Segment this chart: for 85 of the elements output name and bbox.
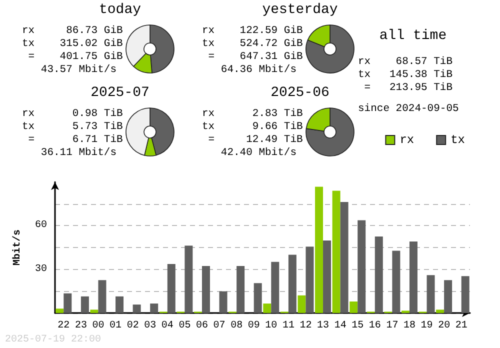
bar <box>90 310 98 313</box>
x-tick-label: 04 <box>161 320 174 332</box>
bar <box>436 310 444 313</box>
text: all time <box>378 28 448 44</box>
text: tx 315.02 GiB <box>22 38 123 50</box>
text: tx 524.72 GiB <box>202 38 303 50</box>
bar <box>392 250 400 313</box>
x-tick-label: 11 <box>282 320 294 332</box>
x-tick-label: 19 <box>420 320 433 332</box>
x-tick-label: 10 <box>265 320 278 332</box>
legend-label: rx <box>400 133 414 147</box>
x-tick-label: 20 <box>438 320 450 332</box>
text: 43.57 Mbit/s <box>40 64 117 76</box>
bar <box>288 254 296 313</box>
x-tick-label: 00 <box>92 320 104 332</box>
y-tick-label: 30 <box>34 264 47 275</box>
bar <box>298 295 306 313</box>
x-tick-label: 03 <box>144 320 156 332</box>
bar <box>64 293 72 313</box>
bar <box>271 262 280 313</box>
x-tick-label: 08 <box>230 320 243 332</box>
text: = 647.31 GiB <box>208 51 303 63</box>
bar <box>236 266 245 313</box>
x-tick-label: 22 <box>58 320 70 332</box>
x-tick-label: 21 <box>455 320 468 332</box>
x-tick-label: 18 <box>403 320 416 332</box>
chart-title: 2025-06 <box>270 85 330 101</box>
bar <box>426 275 435 313</box>
bar <box>184 246 193 313</box>
bar <box>116 296 124 313</box>
text: tx 5.73 TiB <box>22 121 123 133</box>
bar <box>219 291 228 313</box>
text: 42.40 Mbit/s <box>220 147 297 159</box>
text: tx 9.66 TiB <box>202 121 303 133</box>
bar <box>202 266 210 313</box>
text: = 12.49 TiB <box>208 134 303 146</box>
x-tick-label: 23 <box>74 320 87 332</box>
x-tick-label: 15 <box>352 320 364 332</box>
bar <box>358 220 366 313</box>
bar <box>323 240 332 313</box>
x-tick-label: 12 <box>300 320 312 332</box>
text: rx 86.73 GiB <box>22 25 123 37</box>
bar <box>315 186 324 313</box>
x-tick-label: 16 <box>368 320 381 332</box>
x-tick-label: 14 <box>334 320 346 332</box>
bar <box>167 264 176 313</box>
bar <box>56 308 64 313</box>
chart-title: 2025-07 <box>90 85 150 101</box>
x-tick-label: 07 <box>213 320 226 332</box>
text: 64.36 Mbit/s <box>220 64 297 76</box>
chart-title: today <box>98 2 142 18</box>
x-tick-label: 09 <box>248 320 260 332</box>
text: tx 145.38 TiB <box>358 69 453 82</box>
x-tick-label: 01 <box>110 320 122 332</box>
text: 36.11 Mbit/s <box>40 147 117 159</box>
bar <box>98 280 106 313</box>
x-tick-label: 17 <box>386 320 398 332</box>
text: = 213.95 TiB <box>363 82 453 95</box>
bar <box>332 190 340 313</box>
y-tick-label: 60 <box>34 220 47 232</box>
text: since 2024-09-05 <box>358 103 459 116</box>
bar <box>150 304 158 313</box>
bar <box>263 304 272 313</box>
bar <box>409 242 418 313</box>
x-tick-label: 13 <box>317 320 330 332</box>
text: = 6.71 TiB <box>28 134 123 146</box>
text: rx 122.59 GiB <box>202 25 303 37</box>
bar <box>444 280 452 313</box>
chart-title: yesterday <box>261 2 339 18</box>
bar <box>340 202 348 313</box>
y-axis-title: Mbit/s <box>12 229 24 266</box>
bar <box>306 246 314 313</box>
text: = 401.75 GiB <box>28 51 123 63</box>
text: rx 68.57 TiB <box>358 56 453 69</box>
bar <box>254 283 262 313</box>
bar <box>350 302 358 313</box>
text: rx 2.83 TiB <box>202 108 303 120</box>
x-tick-label: 02 <box>126 320 139 332</box>
x-tick-label: 06 <box>196 320 208 332</box>
text: rx 0.98 TiB <box>22 108 123 120</box>
bar <box>80 296 89 313</box>
x-tick-label: 05 <box>178 320 191 332</box>
bar <box>132 304 141 313</box>
legend-label: tx <box>450 133 466 147</box>
bar <box>374 236 383 313</box>
